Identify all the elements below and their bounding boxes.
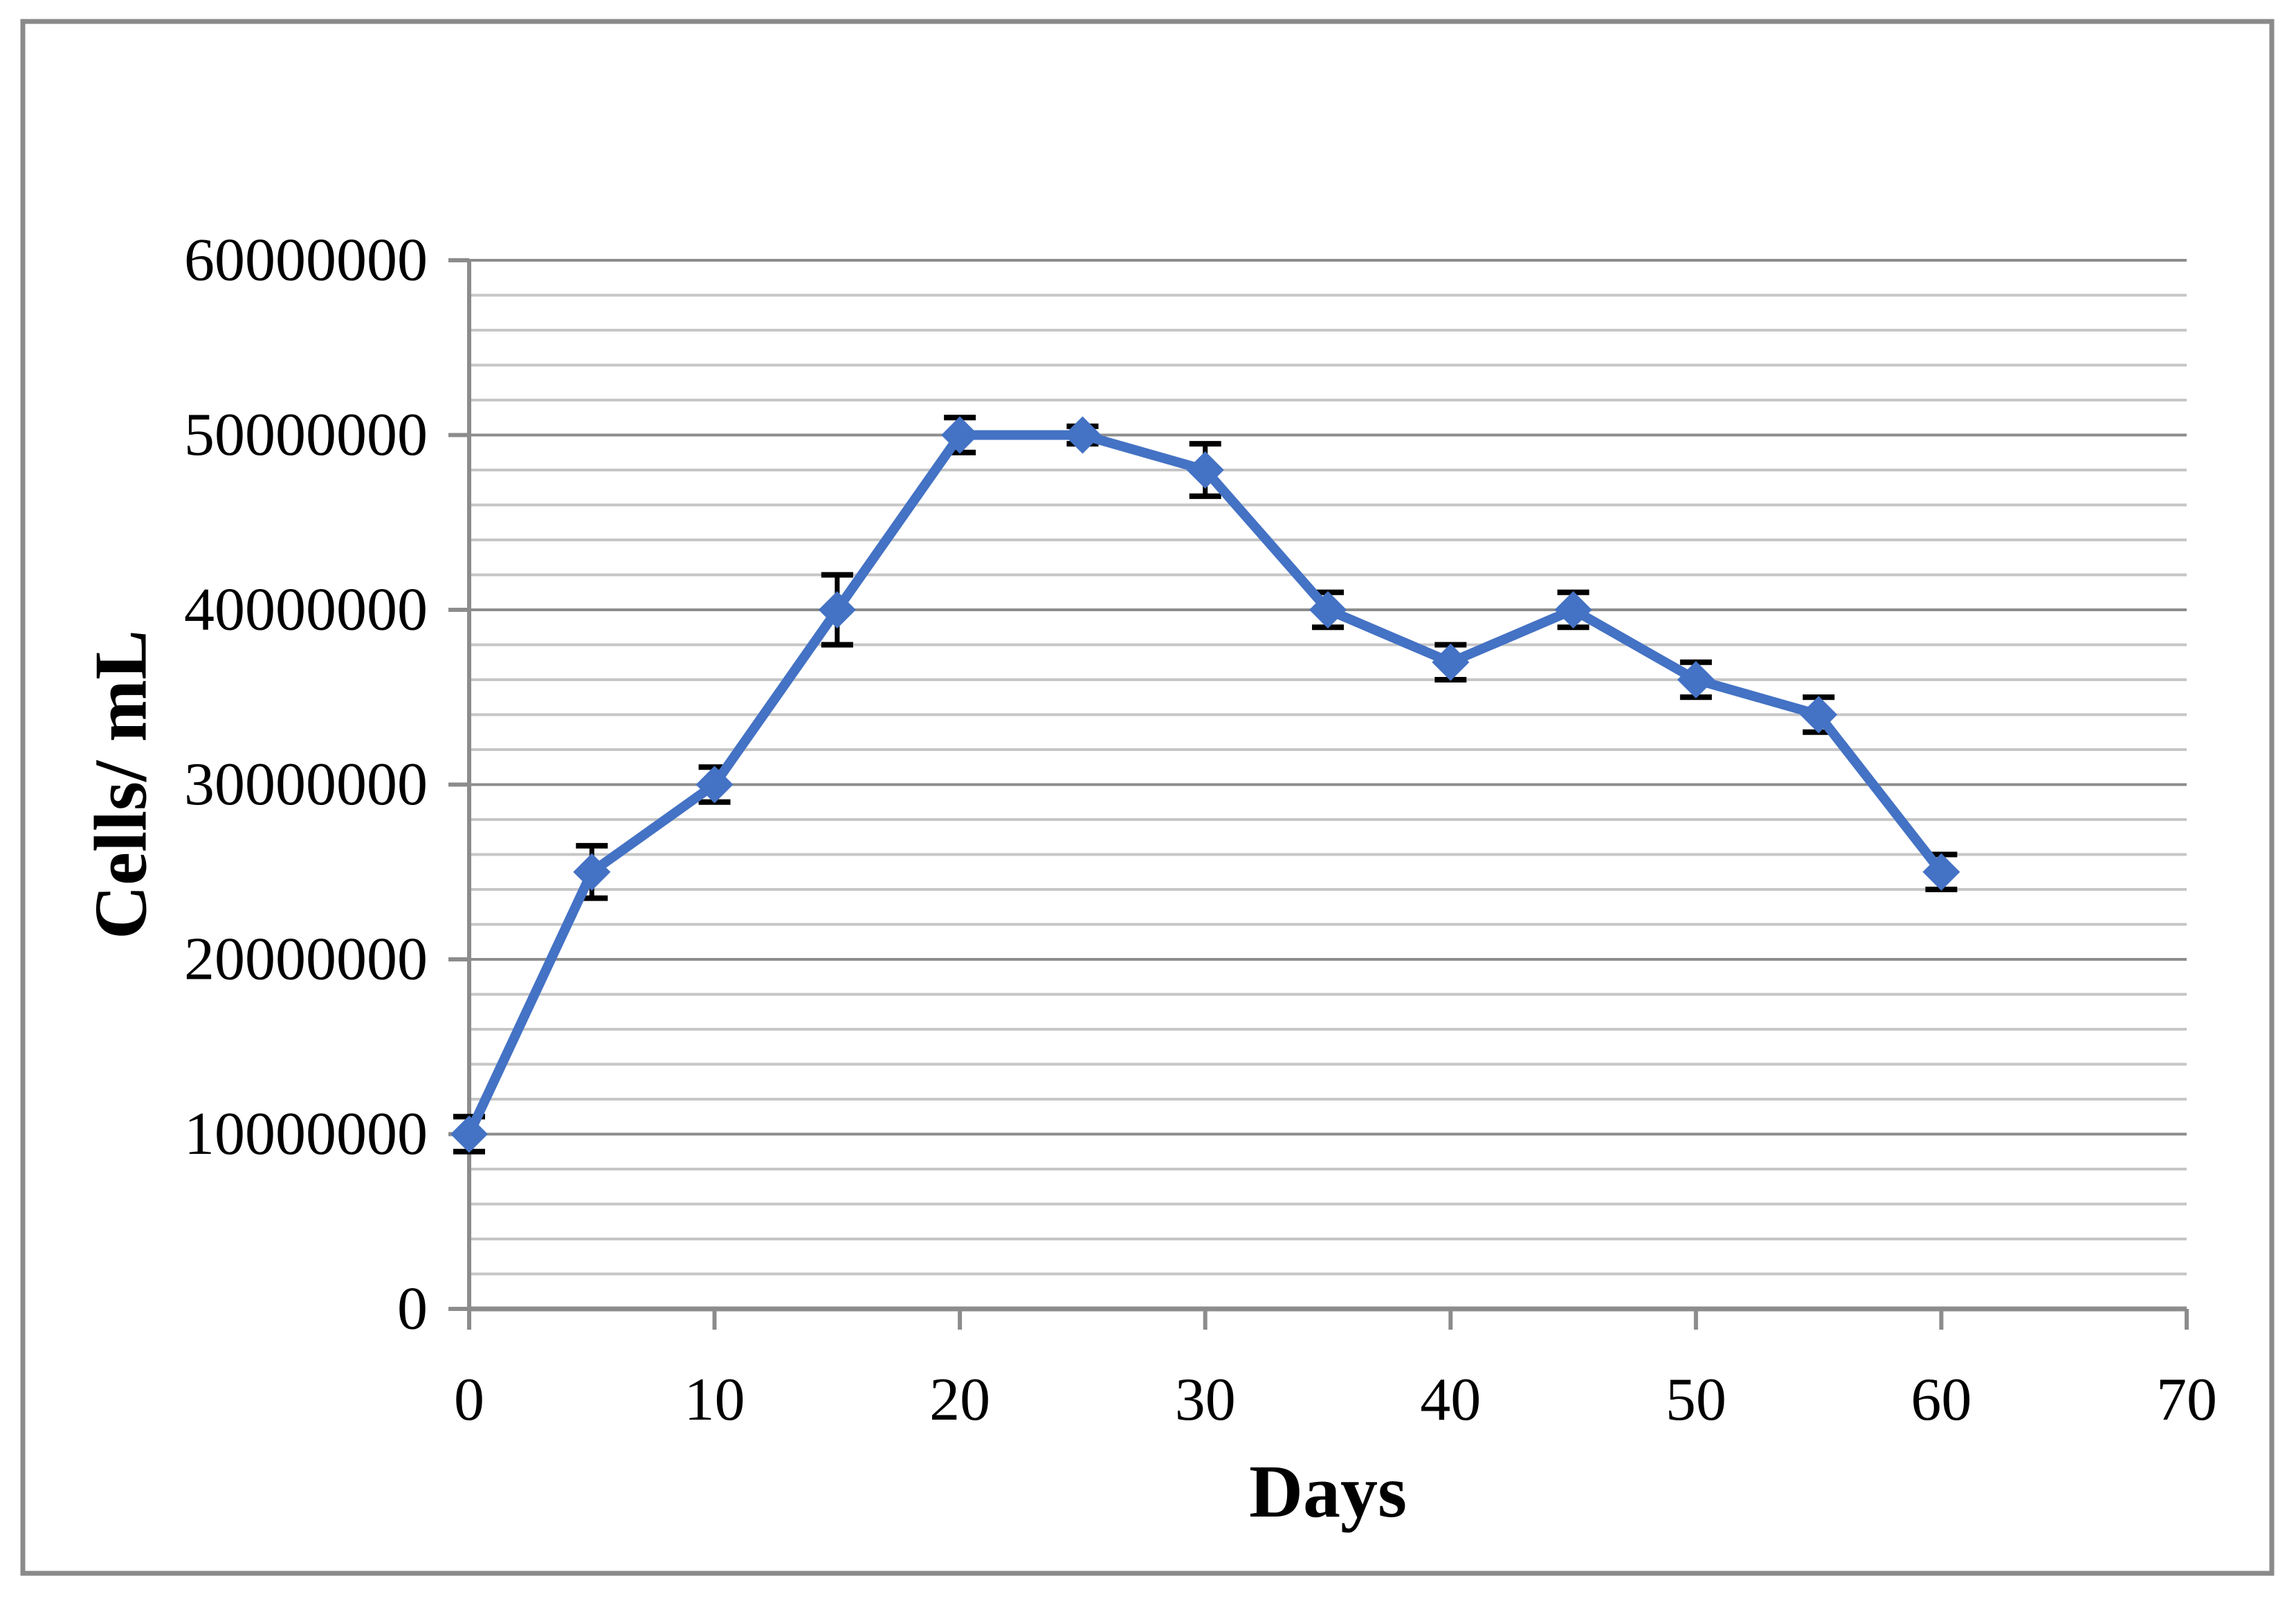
data-point-marker (1309, 591, 1347, 628)
y-tick-label: 40000000 (184, 577, 428, 644)
data-point-marker (695, 766, 734, 804)
x-tick-label: 40 (1420, 1366, 1481, 1433)
x-tick-label: 70 (2156, 1366, 2217, 1433)
x-tick-label: 30 (1175, 1366, 1236, 1433)
x-tick-label: 0 (454, 1366, 484, 1433)
axis-titles: Days Cells/ mL (80, 630, 1407, 1533)
data-point-marker (450, 1115, 488, 1153)
y-tick-label: 60000000 (184, 227, 428, 294)
x-tick-labels: 0 10 20 30 40 50 60 70 (454, 1366, 2217, 1433)
y-tick-label: 50000000 (184, 401, 428, 469)
y-tick-label: 10000000 (184, 1101, 428, 1168)
data-point-marker (818, 591, 856, 628)
outer-frame (20, 19, 2275, 1576)
data-point-marker (1677, 661, 1715, 698)
data-point-marker (1922, 853, 1960, 891)
data-point-marker (573, 853, 611, 891)
tick-marks (448, 258, 2189, 1330)
x-tick-label: 60 (1911, 1366, 1971, 1433)
data-point-marker (1554, 591, 1592, 628)
x-tick-label: 50 (1666, 1366, 1726, 1433)
minor-gridlines (469, 293, 2187, 1276)
x-tick-label: 10 (684, 1366, 745, 1433)
x-tick-label: 20 (929, 1366, 990, 1433)
y-tick-labels: 0 10000000 20000000 30000000 40000000 5000000… (184, 227, 428, 1343)
y-tick-label: 0 (397, 1276, 428, 1343)
major-gridlines (469, 259, 2187, 1136)
data-point-marker (1186, 451, 1224, 489)
data-point-marker (1800, 696, 1838, 734)
data-point-marker (1064, 416, 1102, 454)
y-axis-title: Cells/ mL (80, 630, 163, 939)
y-tick-label: 30000000 (184, 751, 428, 818)
series-markers (450, 416, 1960, 1153)
figure-border (20, 19, 2275, 1576)
x-axis-title: Days (1249, 1451, 1407, 1533)
y-tick-label: 20000000 (184, 926, 428, 993)
data-point-marker (941, 416, 979, 454)
data-point-marker (1432, 643, 1470, 681)
